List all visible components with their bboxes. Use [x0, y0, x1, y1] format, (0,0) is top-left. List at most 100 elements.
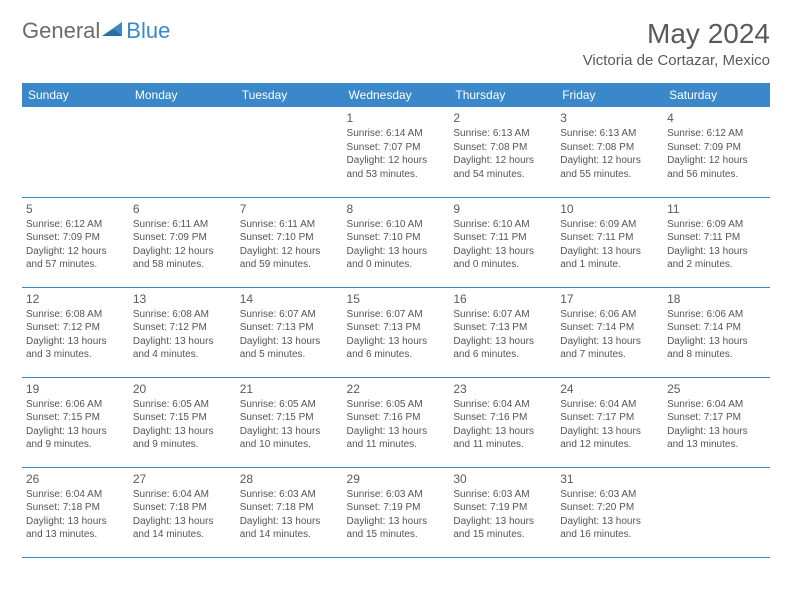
day-of-week-header: Wednesday: [343, 83, 450, 107]
day-details: Sunrise: 6:12 AMSunset: 7:09 PMDaylight:…: [667, 127, 766, 181]
day-number: 17: [560, 292, 659, 306]
calendar-cell: 19 Sunrise: 6:06 AMSunset: 7:15 PMDayligh…: [22, 377, 129, 467]
calendar-cell: 5 Sunrise: 6:12 AMSunset: 7:09 PMDaylight…: [22, 197, 129, 287]
day-number: 16: [453, 292, 552, 306]
calendar-cell: 26 Sunrise: 6:04 AMSunset: 7:18 PMDayligh…: [22, 467, 129, 557]
calendar-week-row: 1Sunrise: 6:14 AMSunset: 7:07 PMDaylight…: [22, 107, 770, 197]
day-details: Sunrise: 6:07 AMSunset: 7:13 PMDaylight:…: [347, 308, 446, 362]
day-details: Sunrise: 6:04 AMSunset: 7:18 PMDaylight:…: [26, 488, 125, 542]
calendar-cell: [663, 467, 770, 557]
day-details: Sunrise: 6:03 AMSunset: 7:19 PMDaylight:…: [453, 488, 552, 542]
calendar-cell: [129, 107, 236, 197]
day-of-week-row: SundayMondayTuesdayWednesdayThursdayFrid…: [22, 83, 770, 107]
day-number: 13: [133, 292, 232, 306]
calendar-cell: 11Sunrise: 6:09 AMSunset: 7:11 PMDayligh…: [663, 197, 770, 287]
month-title: May 2024: [583, 18, 770, 50]
day-details: Sunrise: 6:03 AMSunset: 7:18 PMDaylight:…: [240, 488, 339, 542]
calendar-cell: 9 Sunrise: 6:10 AMSunset: 7:11 PMDaylight…: [449, 197, 556, 287]
day-details: Sunrise: 6:13 AMSunset: 7:08 PMDaylight:…: [453, 127, 552, 181]
calendar-week-row: 26 Sunrise: 6:04 AMSunset: 7:18 PMDayligh…: [22, 467, 770, 557]
day-number: 19: [26, 382, 125, 396]
day-number: 29: [347, 472, 446, 486]
calendar-cell: 7 Sunrise: 6:11 AMSunset: 7:10 PMDaylight…: [236, 197, 343, 287]
logo-triangle-icon: [102, 20, 124, 43]
day-number: 9: [453, 202, 552, 216]
day-details: Sunrise: 6:08 AMSunset: 7:12 PMDaylight:…: [133, 308, 232, 362]
day-number: 11: [667, 202, 766, 216]
day-details: Sunrise: 6:03 AMSunset: 7:20 PMDaylight:…: [560, 488, 659, 542]
location: Victoria de Cortazar, Mexico: [583, 52, 770, 69]
day-number: 8: [347, 202, 446, 216]
day-number: 21: [240, 382, 339, 396]
calendar-cell: 23Sunrise: 6:04 AMSunset: 7:16 PMDayligh…: [449, 377, 556, 467]
day-details: Sunrise: 6:12 AMSunset: 7:09 PMDaylight:…: [26, 218, 125, 272]
day-number: 28: [240, 472, 339, 486]
day-number: 26: [26, 472, 125, 486]
day-details: Sunrise: 6:10 AMSunset: 7:10 PMDaylight:…: [347, 218, 446, 272]
day-details: Sunrise: 6:04 AMSunset: 7:17 PMDaylight:…: [667, 398, 766, 452]
calendar-cell: 22Sunrise: 6:05 AMSunset: 7:16 PMDayligh…: [343, 377, 450, 467]
calendar-cell: 27 Sunrise: 6:04 AMSunset: 7:18 PMDayligh…: [129, 467, 236, 557]
day-number: 14: [240, 292, 339, 306]
calendar-cell: 15 Sunrise: 6:07 AMSunset: 7:13 PMDayligh…: [343, 287, 450, 377]
day-details: Sunrise: 6:14 AMSunset: 7:07 PMDaylight:…: [347, 127, 446, 181]
calendar-week-row: 12 Sunrise: 6:08 AMSunset: 7:12 PMDayligh…: [22, 287, 770, 377]
day-number: 27: [133, 472, 232, 486]
day-number: 7: [240, 202, 339, 216]
calendar-cell: 21 Sunrise: 6:05 AMSunset: 7:15 PMDayligh…: [236, 377, 343, 467]
calendar-cell: 18Sunrise: 6:06 AMSunset: 7:14 PMDayligh…: [663, 287, 770, 377]
day-details: Sunrise: 6:07 AMSunset: 7:13 PMDaylight:…: [453, 308, 552, 362]
calendar-cell: [236, 107, 343, 197]
day-details: Sunrise: 6:11 AMSunset: 7:09 PMDaylight:…: [133, 218, 232, 272]
day-number: 12: [26, 292, 125, 306]
calendar-cell: 30 Sunrise: 6:03 AMSunset: 7:19 PMDayligh…: [449, 467, 556, 557]
calendar-cell: 12Sunrise: 6:08 AMSunset: 7:12 PMDayligh…: [22, 287, 129, 377]
day-details: Sunrise: 6:07 AMSunset: 7:13 PMDaylight:…: [240, 308, 339, 362]
calendar-body: 1Sunrise: 6:14 AMSunset: 7:07 PMDaylight…: [22, 107, 770, 557]
calendar-week-row: 19 Sunrise: 6:06 AMSunset: 7:15 PMDayligh…: [22, 377, 770, 467]
calendar-cell: 29 Sunrise: 6:03 AMSunset: 7:19 PMDayligh…: [343, 467, 450, 557]
calendar-cell: 3Sunrise: 6:13 AMSunset: 7:08 PMDaylight…: [556, 107, 663, 197]
calendar-cell: 6Sunrise: 6:11 AMSunset: 7:09 PMDaylight…: [129, 197, 236, 287]
day-number: 10: [560, 202, 659, 216]
calendar-cell: 8 Sunrise: 6:10 AMSunset: 7:10 PMDaylight…: [343, 197, 450, 287]
logo-text-general: General: [22, 18, 100, 44]
day-of-week-header: Saturday: [663, 83, 770, 107]
day-details: Sunrise: 6:05 AMSunset: 7:16 PMDaylight:…: [347, 398, 446, 452]
day-details: Sunrise: 6:05 AMSunset: 7:15 PMDaylight:…: [240, 398, 339, 452]
day-number: 20: [133, 382, 232, 396]
header: General Blue May 2024 Victoria de Cortaz…: [22, 18, 770, 69]
day-number: 15: [347, 292, 446, 306]
day-details: Sunrise: 6:03 AMSunset: 7:19 PMDaylight:…: [347, 488, 446, 542]
day-number: 24: [560, 382, 659, 396]
day-number: 4: [667, 111, 766, 125]
day-details: Sunrise: 6:04 AMSunset: 7:16 PMDaylight:…: [453, 398, 552, 452]
day-of-week-header: Sunday: [22, 83, 129, 107]
day-details: Sunrise: 6:13 AMSunset: 7:08 PMDaylight:…: [560, 127, 659, 181]
day-number: 18: [667, 292, 766, 306]
calendar-cell: 28 Sunrise: 6:03 AMSunset: 7:18 PMDayligh…: [236, 467, 343, 557]
day-number: 30: [453, 472, 552, 486]
calendar-cell: 13 Sunrise: 6:08 AMSunset: 7:12 PMDayligh…: [129, 287, 236, 377]
day-details: Sunrise: 6:10 AMSunset: 7:11 PMDaylight:…: [453, 218, 552, 272]
calendar-week-row: 5 Sunrise: 6:12 AMSunset: 7:09 PMDaylight…: [22, 197, 770, 287]
calendar-cell: [22, 107, 129, 197]
calendar-cell: 14 Sunrise: 6:07 AMSunset: 7:13 PMDayligh…: [236, 287, 343, 377]
day-of-week-header: Monday: [129, 83, 236, 107]
day-number: 31: [560, 472, 659, 486]
day-details: Sunrise: 6:06 AMSunset: 7:14 PMDaylight:…: [560, 308, 659, 362]
day-of-week-header: Friday: [556, 83, 663, 107]
day-of-week-header: Thursday: [449, 83, 556, 107]
day-of-week-header: Tuesday: [236, 83, 343, 107]
day-number: 5: [26, 202, 125, 216]
day-details: Sunrise: 6:09 AMSunset: 7:11 PMDaylight:…: [560, 218, 659, 272]
day-details: Sunrise: 6:04 AMSunset: 7:18 PMDaylight:…: [133, 488, 232, 542]
day-details: Sunrise: 6:11 AMSunset: 7:10 PMDaylight:…: [240, 218, 339, 272]
calendar-cell: 24Sunrise: 6:04 AMSunset: 7:17 PMDayligh…: [556, 377, 663, 467]
day-number: 2: [453, 111, 552, 125]
logo: General Blue: [22, 18, 170, 44]
calendar-table: SundayMondayTuesdayWednesdayThursdayFrid…: [22, 83, 770, 558]
day-details: Sunrise: 6:06 AMSunset: 7:15 PMDaylight:…: [26, 398, 125, 452]
calendar-cell: 2 Sunrise: 6:13 AMSunset: 7:08 PMDaylight…: [449, 107, 556, 197]
calendar-cell: 31 Sunrise: 6:03 AMSunset: 7:20 PMDayligh…: [556, 467, 663, 557]
